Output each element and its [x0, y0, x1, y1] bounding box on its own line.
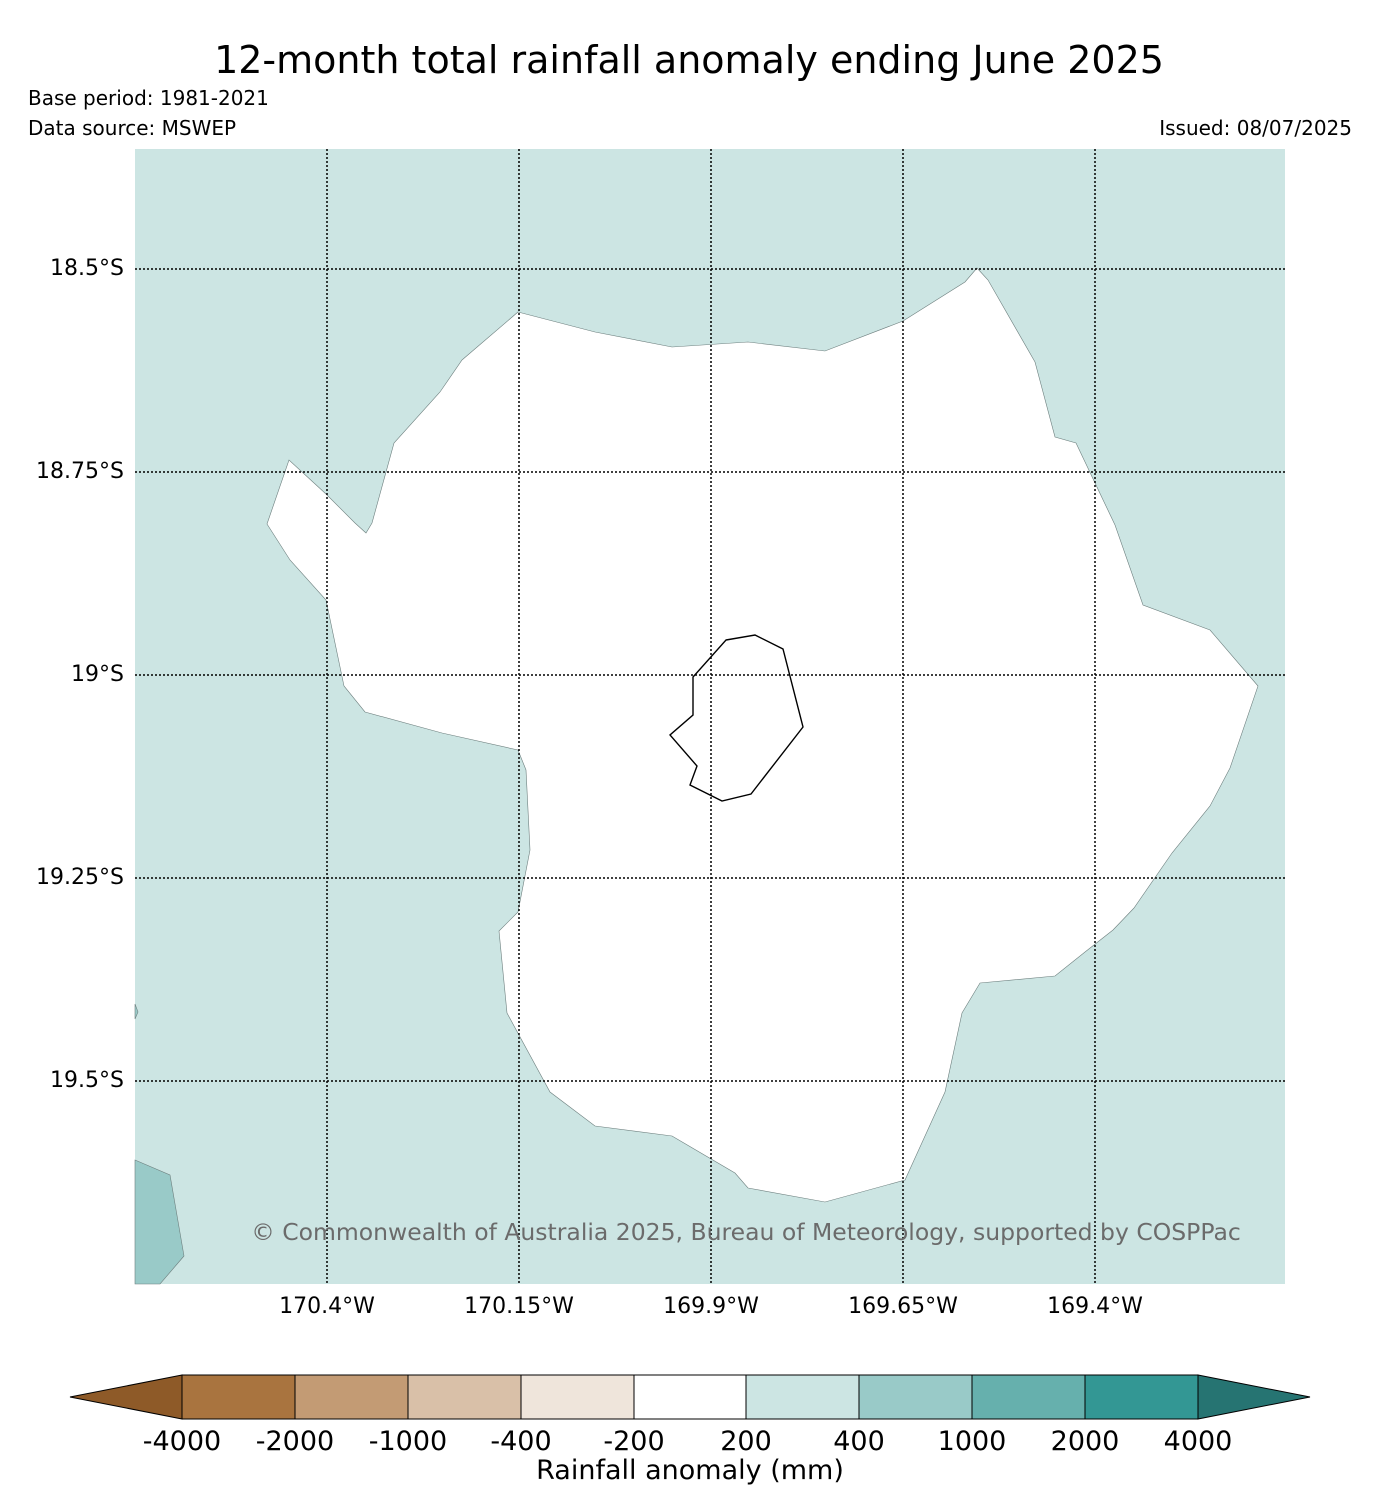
lat-label: 19.25°S: [36, 865, 124, 890]
colorbar-tick-label: -400: [490, 1426, 552, 1457]
lat-label: 19°S: [71, 662, 124, 687]
colorbar-segment: [858, 1374, 973, 1420]
colorbar-tick-label: -1000: [368, 1426, 448, 1457]
colorbar-title: Rainfall anomaly (mm): [536, 1455, 844, 1486]
wet-anomaly-sliver-w: [134, 1003, 139, 1020]
lon-label: 170.15°W: [464, 1294, 574, 1319]
colorbar-extend-low: [69, 1374, 183, 1420]
colorbar-tick-label: 2000: [1050, 1426, 1120, 1457]
colorbar-tick-label: -2000: [255, 1426, 335, 1457]
colorbar-tick-label: 400: [833, 1426, 885, 1457]
colorbar-extend-high: [1197, 1374, 1311, 1420]
data-source: Data source: MSWEP: [28, 116, 237, 140]
wet-anomaly-patch-sw: [134, 1159, 185, 1285]
colorbar-tick-label: 200: [720, 1426, 772, 1457]
colorbar-segment: [1084, 1374, 1199, 1420]
colorbar-tick-label: -200: [603, 1426, 665, 1457]
colorbar-segment: [633, 1374, 747, 1420]
colorbar: [69, 1374, 1311, 1420]
neutral-anomaly-region: [266, 267, 1259, 1203]
lat-label: 19.5°S: [50, 1068, 124, 1093]
lon-label: 169.4°W: [1047, 1294, 1143, 1319]
colorbar-tick-label: 4000: [1163, 1426, 1233, 1457]
issued-date: Issued: 08/07/2025: [1159, 116, 1352, 140]
graticule: [135, 149, 1285, 1284]
map-title: 12-month total rainfall anomaly ending J…: [214, 38, 1164, 82]
colorbar-segment: [520, 1374, 635, 1420]
colorbar-tick-label: 1000: [937, 1426, 1007, 1457]
colorbar-segment: [181, 1374, 296, 1420]
lat-label: 18.75°S: [36, 459, 124, 484]
lat-label: 18.5°S: [50, 256, 124, 281]
lon-label: 170.4°W: [279, 1294, 375, 1319]
base-period: Base period: 1981-2021: [28, 86, 269, 110]
lon-label: 169.65°W: [848, 1294, 958, 1319]
colorbar-segment: [407, 1374, 522, 1420]
colorbar-tick-label: -4000: [142, 1426, 222, 1457]
lon-label: 169.9°W: [663, 1294, 759, 1319]
colorbar-segment: [294, 1374, 409, 1420]
colorbar-segment: [745, 1374, 860, 1420]
copyright-notice: © Commonwealth of Australia 2025, Bureau…: [251, 1218, 1241, 1246]
colorbar-segment: [971, 1374, 1086, 1420]
island-coastline: [669, 634, 804, 802]
